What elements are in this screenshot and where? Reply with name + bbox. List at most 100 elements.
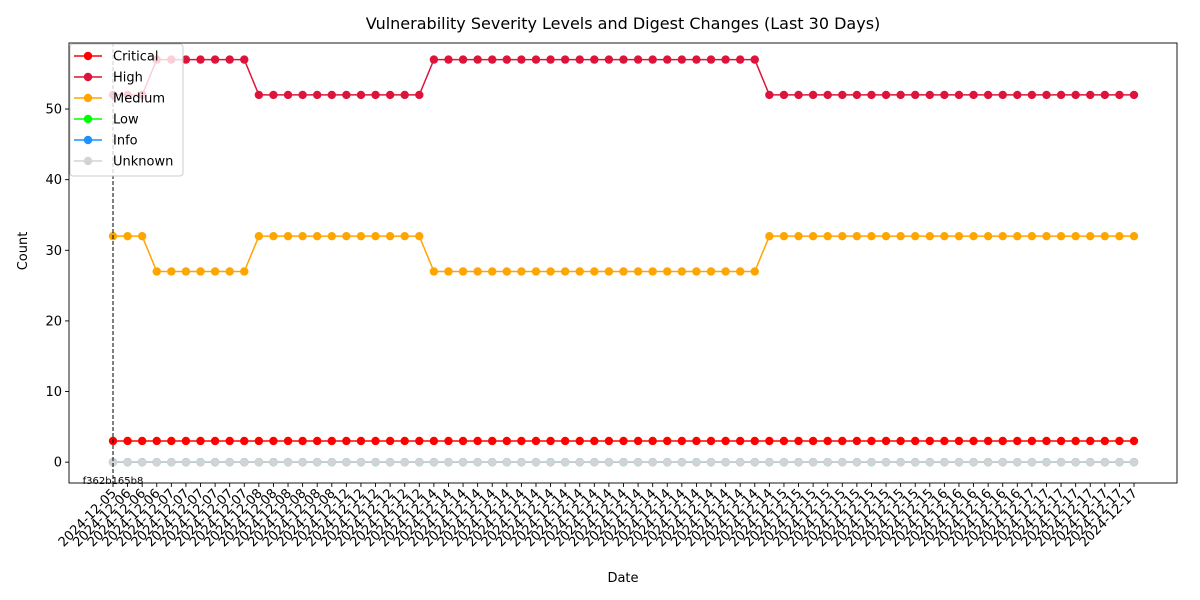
data-point-critical (313, 436, 322, 446)
data-point-critical (1115, 436, 1124, 446)
data-point-critical (137, 436, 147, 446)
data-point-critical (677, 436, 687, 446)
data-point-critical (794, 436, 803, 446)
data-point-unknown (546, 457, 555, 467)
data-point-critical (473, 436, 482, 446)
data-point-unknown (531, 457, 541, 467)
data-point-medium (590, 267, 599, 276)
data-point-unknown (794, 457, 803, 467)
data-point-critical (808, 436, 818, 446)
data-point-high (240, 55, 249, 64)
data-point-medium (225, 267, 234, 276)
legend-label: High (113, 71, 143, 86)
data-point-critical (123, 436, 132, 446)
data-point-critical (1100, 436, 1110, 446)
data-point-medium (210, 267, 220, 276)
data-point-unknown (911, 457, 920, 467)
legend-item-medium: Medium (74, 92, 165, 107)
data-point-unknown (779, 457, 789, 467)
data-point-high (663, 55, 672, 64)
data-point-medium (881, 231, 891, 241)
data-point-high (283, 90, 293, 100)
y-tick-label: 10 (45, 385, 62, 400)
data-point-medium (896, 231, 905, 241)
data-point-high (1013, 90, 1022, 100)
data-point-medium (196, 267, 205, 276)
data-point-critical (444, 436, 453, 446)
data-point-critical (531, 436, 541, 446)
y-axis-label: Count (16, 232, 31, 271)
legend-item-unknown: Unknown (74, 155, 173, 170)
data-point-high (473, 55, 482, 64)
data-point-high (838, 90, 847, 100)
data-point-critical (998, 436, 1007, 446)
data-point-unknown (123, 457, 132, 467)
data-point-medium (823, 231, 832, 241)
x-axis-ticks: 2024-12-052024-12-062024-12-062024-12-06… (56, 483, 1141, 550)
data-point-medium (998, 231, 1007, 241)
data-point-high (371, 90, 380, 100)
data-point-medium (1042, 231, 1051, 241)
data-point-unknown (575, 457, 584, 467)
data-point-medium (429, 267, 439, 276)
data-point-high (1129, 90, 1139, 100)
data-point-high (575, 55, 584, 64)
data-point-critical (488, 436, 497, 446)
data-point-unknown (473, 457, 482, 467)
data-point-unknown (444, 457, 453, 467)
data-point-high (1071, 90, 1080, 100)
series-unknown (108, 457, 1139, 467)
data-point-unknown (1071, 457, 1080, 467)
data-point-unknown (881, 457, 891, 467)
data-point-medium (1086, 231, 1095, 241)
data-point-medium (546, 267, 555, 276)
data-point-high (735, 55, 745, 64)
y-axis-ticks: 0 10 20 30 40 50 (45, 103, 69, 471)
legend-swatch-marker (83, 156, 93, 166)
data-point-unknown (196, 457, 205, 467)
data-point-unknown (590, 457, 599, 467)
data-point-medium (794, 231, 803, 241)
data-point-unknown (1027, 457, 1037, 467)
data-point-unknown (400, 457, 409, 467)
data-point-critical (327, 436, 336, 446)
data-point-unknown (677, 457, 687, 467)
data-point-medium (1129, 231, 1139, 241)
data-point-high (502, 55, 512, 64)
data-point-unknown (954, 457, 964, 467)
data-point-unknown (940, 457, 949, 467)
data-point-high (356, 90, 366, 100)
data-point-medium (371, 231, 380, 241)
data-point-critical (1071, 436, 1080, 446)
data-point-high (546, 55, 555, 64)
data-point-critical (196, 436, 205, 446)
data-point-medium (254, 231, 264, 241)
data-point-critical (517, 436, 526, 446)
data-point-critical (969, 436, 978, 446)
data-point-unknown (765, 457, 774, 467)
data-point-unknown (225, 457, 234, 467)
data-point-high (706, 55, 716, 64)
data-point-unknown (808, 457, 818, 467)
data-point-high (881, 90, 891, 100)
data-point-high (531, 55, 541, 64)
data-point-unknown (1013, 457, 1022, 467)
data-point-medium (954, 231, 964, 241)
data-point-medium (342, 231, 351, 241)
data-point-high (181, 55, 191, 64)
data-point-unknown (283, 457, 293, 467)
series-line-medium (113, 235, 1134, 273)
data-point-critical (1129, 436, 1139, 446)
data-point-medium (167, 267, 176, 276)
data-point-medium (327, 231, 336, 241)
data-point-medium (444, 267, 453, 276)
legend-label: Low (113, 113, 139, 128)
legend-item-critical: Critical (74, 50, 158, 65)
data-point-high (488, 55, 497, 64)
data-point-unknown (998, 457, 1007, 467)
data-point-medium (808, 231, 818, 241)
data-point-critical (925, 436, 934, 446)
data-point-medium (911, 231, 920, 241)
data-point-high (692, 55, 701, 64)
